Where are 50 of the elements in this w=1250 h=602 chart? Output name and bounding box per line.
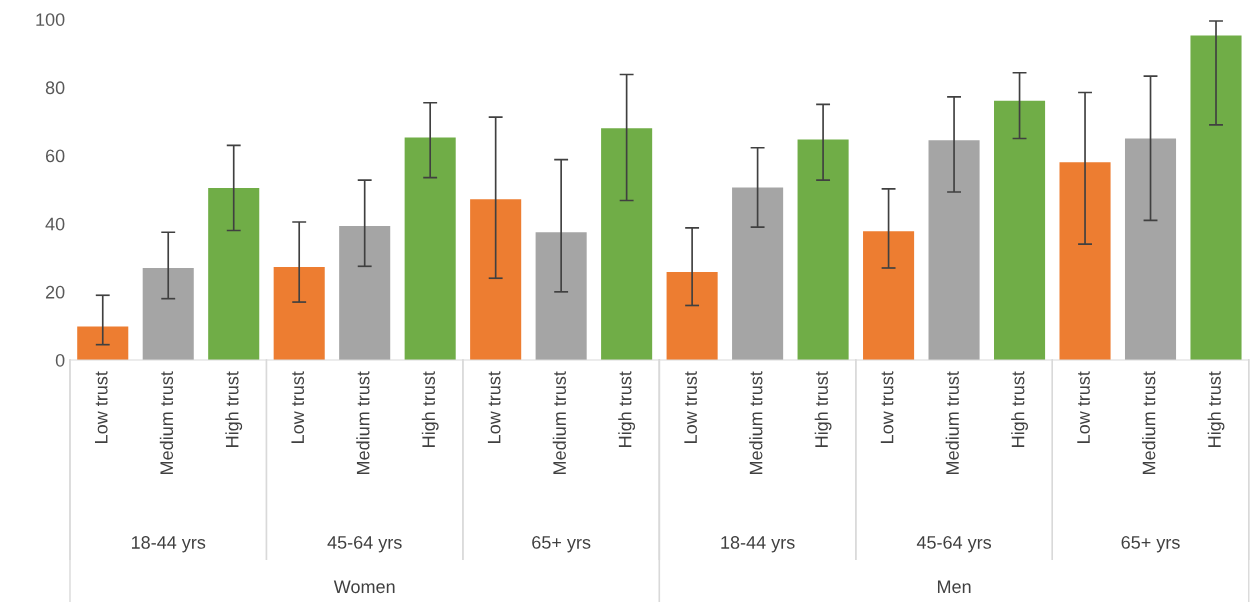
text: Women: [333, 580, 395, 594]
text: 45-64 yrs: [327, 536, 402, 553]
bar: [732, 187, 784, 360]
bar: [77, 326, 129, 360]
bar: [1124, 138, 1177, 360]
bar: [1059, 162, 1111, 360]
bar: [666, 272, 718, 360]
bar: [994, 100, 1046, 360]
bar: [470, 199, 522, 360]
bar: [601, 128, 653, 360]
x-tick-label: High trust: [421, 371, 439, 447]
bar: [863, 231, 915, 360]
bar: [142, 268, 194, 360]
bar: [208, 187, 260, 360]
x-tick-label: Low trust: [1077, 371, 1090, 443]
x-tick-label: Low trust: [684, 371, 697, 443]
bar: [339, 226, 391, 360]
y-tick-label: 0: [55, 353, 65, 367]
x-tick-label: Medium trust: [749, 371, 763, 474]
text: Men: [937, 580, 971, 594]
x-tick-label: High trust: [1011, 371, 1028, 447]
y-tick-label: 20: [45, 285, 65, 299]
y-tick-label: 80: [45, 81, 65, 95]
bar: [273, 266, 325, 360]
x-tick-label: High trust: [225, 371, 243, 447]
y-tick-label: 100: [36, 13, 65, 26]
text: 65+ yrs: [532, 536, 591, 553]
x-tick-label: High trust: [814, 371, 832, 447]
x-tick-label: Medium trust: [1142, 371, 1156, 474]
y-tick-label: 60: [45, 149, 65, 163]
x-tick-label: Medium trust: [552, 371, 566, 474]
text: 18-44 yrs: [721, 536, 795, 553]
x-tick-label: Medium trust: [159, 371, 174, 474]
bar: [404, 137, 456, 360]
bar: [797, 139, 849, 360]
bar: [1190, 35, 1242, 360]
bar: [928, 140, 980, 360]
x-tick-label: Medium trust: [945, 371, 959, 474]
text: 65+ yrs: [1121, 536, 1180, 553]
x-tick-label: Low trust: [880, 371, 894, 443]
x-tick-label: Medium trust: [356, 371, 370, 474]
x-tick-label: Low trust: [291, 371, 305, 443]
y-tick-label: 40: [45, 217, 65, 231]
x-tick-label: High trust: [618, 371, 636, 447]
x-tick-label: Low trust: [94, 371, 108, 443]
text: 45-64 yrs: [916, 536, 992, 553]
text: 18-44 yrs: [131, 536, 206, 553]
x-tick-label: Low trust: [487, 371, 501, 443]
bar: [535, 232, 587, 360]
x-tick-label: High trust: [1207, 371, 1225, 447]
